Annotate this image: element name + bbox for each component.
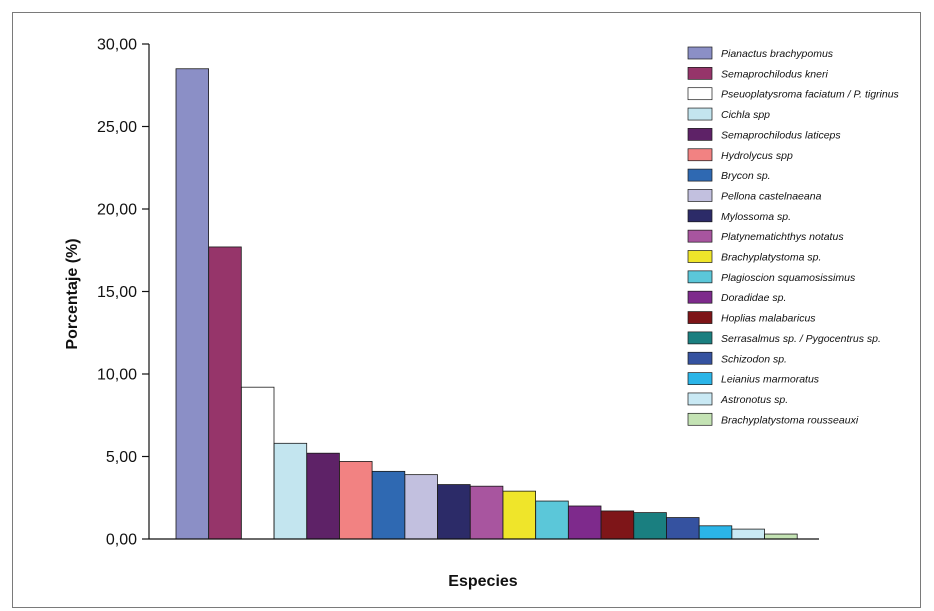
bars-group	[175, 68, 798, 540]
legend-swatch	[687, 331, 713, 345]
legend-swatch	[687, 392, 713, 406]
bar	[371, 470, 406, 540]
legend-label: Astronotus sp.	[720, 394, 788, 406]
legend-swatch	[687, 87, 713, 101]
bar	[698, 525, 733, 540]
legend-label: Mylossoma sp.	[721, 211, 791, 223]
y-tick-label: 30,00	[97, 37, 137, 54]
y-tick-label: 20,00	[97, 202, 137, 219]
legend-swatch	[687, 209, 713, 223]
bar	[502, 490, 536, 540]
legend-label: Pellona castelnaeana	[721, 190, 822, 202]
bar	[469, 485, 504, 540]
y-tick-label: 0,00	[106, 532, 137, 549]
bar	[240, 386, 275, 540]
bar	[764, 533, 798, 540]
legend-label: Semaprochilodus laticeps	[721, 129, 841, 141]
bar	[731, 528, 765, 540]
legend-label: Pseuoplatysroma faciatum / P. tigrinus	[721, 89, 900, 101]
bar	[339, 461, 373, 540]
legend-label: Brycon sp.	[721, 170, 771, 182]
legend-label: Hydrolycus spp	[721, 150, 793, 162]
y-tick-label: 5,00	[106, 449, 137, 466]
legend-swatch	[687, 189, 713, 202]
legend-swatch	[687, 290, 713, 304]
legend-label: Serrasalmus sp. / Pygocentrus sp.	[721, 333, 881, 345]
legend-swatch	[687, 168, 713, 182]
legend-label: Doradidae sp.	[721, 292, 786, 304]
y-axis-ticks: 0,00 5,00 10,00 15,00 20,00 25,00 30,00	[97, 37, 149, 549]
legend-swatch	[687, 229, 713, 243]
legend-label: Cichla spp	[721, 109, 770, 121]
legend-swatch	[687, 148, 713, 162]
legend-label: Platynematichthys notatus	[721, 231, 844, 243]
y-tick-label: 25,00	[97, 119, 137, 136]
legend-swatch	[687, 351, 713, 365]
y-axis-title: Porcentaje (%)	[64, 238, 81, 349]
bar	[273, 442, 308, 540]
legend-swatch	[687, 250, 713, 263]
legend-label: Pianactus brachypomus	[721, 48, 834, 60]
legend-label: Plagioscion squamosissimus	[721, 272, 856, 284]
chart-frame: 0,00 5,00 10,00 15,00 20,00 25,00 30,00 Porcen…	[12, 12, 921, 608]
legend: Pianactus brachypomus Semaprochilodus kne…	[687, 46, 900, 426]
legend-label: Semaprochilodus kneri	[721, 68, 828, 80]
bar	[666, 517, 700, 540]
legend-label: Leianius marmoratus	[721, 374, 820, 386]
bar-chart: 0,00 5,00 10,00 15,00 20,00 25,00 30,00 Porcen…	[64, 37, 900, 591]
y-tick-label: 15,00	[97, 284, 137, 301]
bar	[535, 500, 569, 540]
bar	[600, 510, 635, 540]
legend-swatch	[687, 372, 713, 385]
legend-swatch	[687, 270, 713, 284]
bar	[175, 68, 209, 540]
legend-swatch	[687, 66, 713, 80]
bar	[633, 512, 667, 540]
legend-label: Brachyplatystoma sp.	[721, 252, 821, 264]
bar	[437, 484, 471, 540]
legend-swatch	[687, 107, 713, 121]
bar	[306, 452, 340, 540]
bar	[568, 505, 602, 540]
y-tick-label: 10,00	[97, 367, 137, 384]
legend-swatch	[687, 412, 713, 426]
legend-label: Hoplias malabaricus	[721, 313, 816, 325]
legend-swatch	[687, 128, 713, 141]
x-axis-title: Especies	[448, 573, 517, 590]
bar	[404, 474, 438, 540]
legend-label: Schizodon sp.	[721, 353, 787, 365]
legend-swatch	[687, 46, 713, 60]
bar	[208, 246, 242, 540]
legend-label: Brachyplatystoma rousseauxi	[721, 414, 859, 426]
legend-swatch	[687, 311, 713, 324]
